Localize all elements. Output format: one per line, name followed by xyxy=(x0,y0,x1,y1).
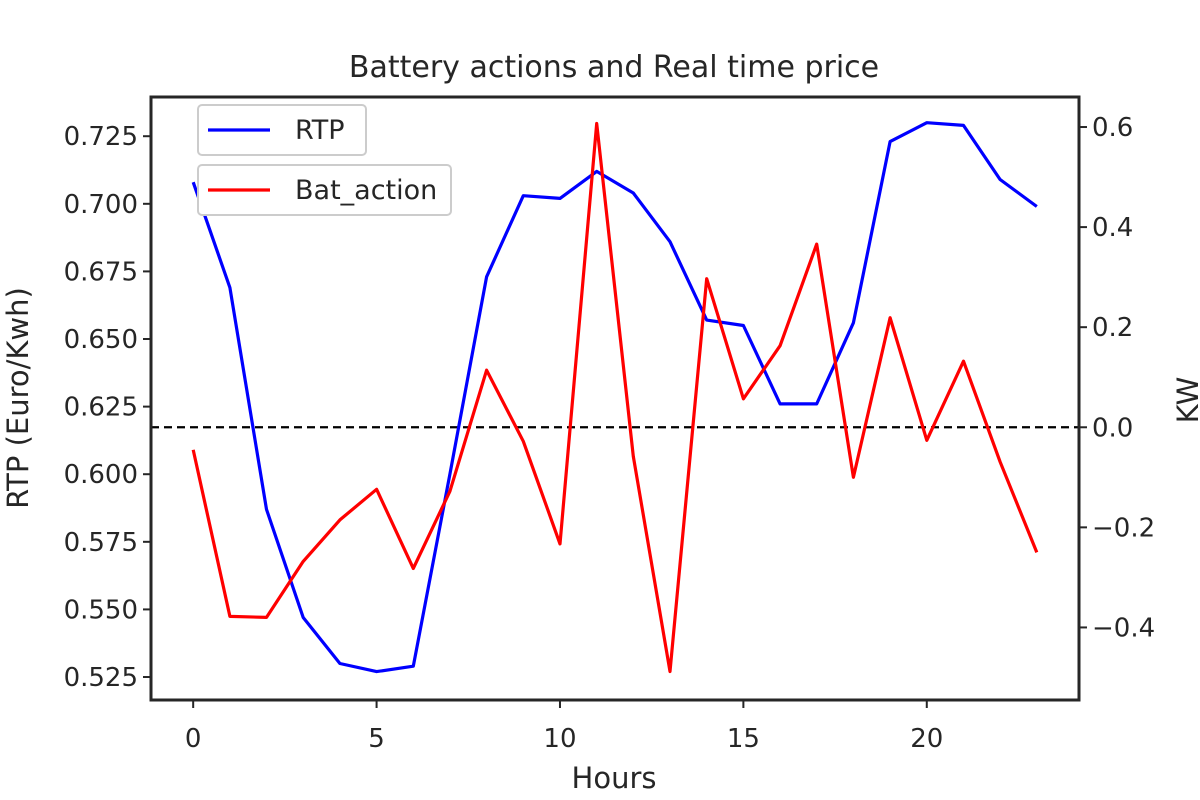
x-tick-label: 10 xyxy=(543,724,576,754)
left-y-tick-label: 0.550 xyxy=(64,595,138,625)
legend-box xyxy=(197,164,452,216)
right-y-tick-label: −0.2 xyxy=(1092,513,1155,543)
right-y-tick-label: 0.2 xyxy=(1092,313,1133,343)
right-y-tick-label: 0.4 xyxy=(1092,213,1133,243)
x-axis-label: Hours xyxy=(572,761,657,795)
left-y-tick-label: 0.675 xyxy=(64,257,138,287)
left-y-tick-label: 0.600 xyxy=(64,460,138,490)
plot-frame xyxy=(149,95,1081,702)
right-y-tick-label: 0.6 xyxy=(1092,113,1133,143)
x-tick-label: 20 xyxy=(910,724,943,754)
left-y-axis-label: RTP (Euro/Kwh) xyxy=(1,287,35,509)
series-line-rtp xyxy=(191,121,1038,674)
right-y-axis-label: KW xyxy=(1171,377,1200,424)
right-y-tick-label: 0.0 xyxy=(1092,413,1133,443)
chart-title: Battery actions and Real time price xyxy=(349,50,879,85)
left-y-tick-label: 0.725 xyxy=(64,122,138,152)
left-y-tick-label: 0.575 xyxy=(64,528,138,558)
x-tick-label: 5 xyxy=(368,724,385,754)
series-line-bat-action xyxy=(191,121,1039,674)
left-y-tick-label: 0.700 xyxy=(64,190,138,220)
left-y-tick-label: 0.650 xyxy=(64,325,138,355)
right-y-tick-label: −0.4 xyxy=(1092,613,1155,643)
x-tick-label: 15 xyxy=(727,724,760,754)
legend-label: RTP xyxy=(295,115,345,146)
x-tick-label: 0 xyxy=(185,724,202,754)
left-y-tick-label: 0.625 xyxy=(64,393,138,423)
legend-box xyxy=(197,104,367,156)
legend-label: Bat_action xyxy=(295,175,437,206)
left-y-tick-label: 0.525 xyxy=(64,663,138,693)
